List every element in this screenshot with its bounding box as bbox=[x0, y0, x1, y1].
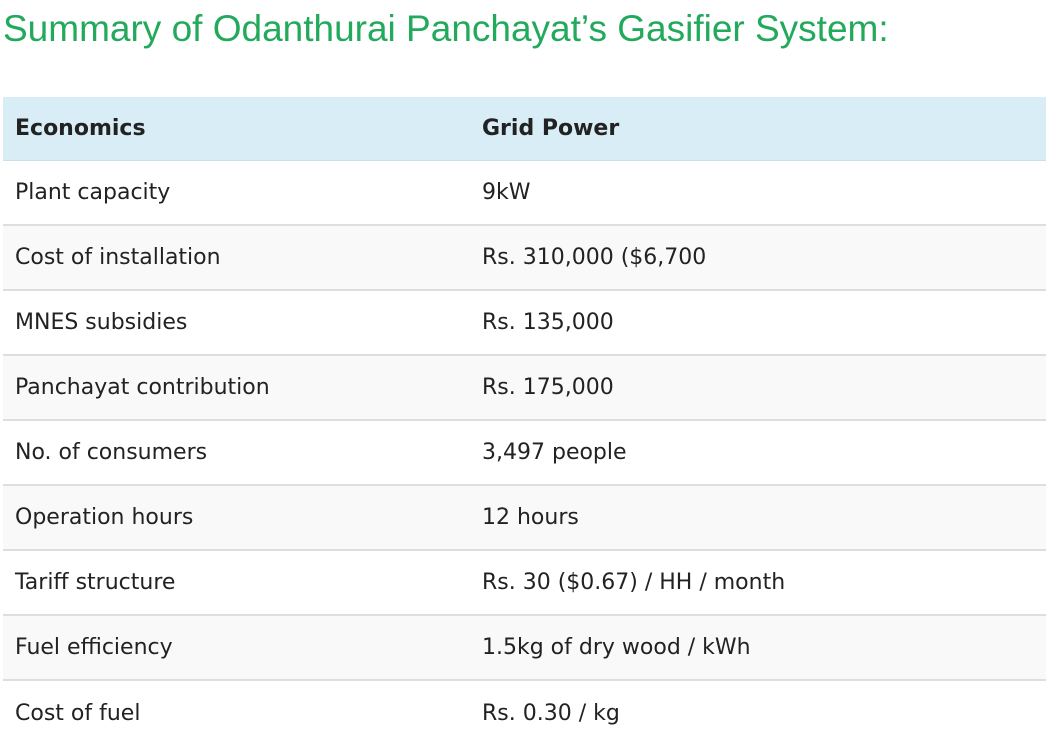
row-value: 1.5kg of dry wood / kWh bbox=[470, 615, 1046, 681]
summary-table: Economics Grid Power Plant capacity 9kW … bbox=[3, 97, 1046, 745]
row-value: Rs. 175,000 bbox=[470, 355, 1046, 421]
row-label: No. of consumers bbox=[3, 420, 470, 486]
row-value: Rs. 0.30 / kg bbox=[470, 680, 1046, 745]
column-header-grid-power: Grid Power bbox=[470, 97, 1046, 161]
table-row: Cost of fuel Rs. 0.30 / kg bbox=[3, 680, 1046, 745]
table-row: Tariff structure Rs. 30 ($0.67) / HH / m… bbox=[3, 550, 1046, 616]
row-value: Rs. 310,000 ($6,700 bbox=[470, 225, 1046, 291]
table-row: MNES subsidies Rs. 135,000 bbox=[3, 290, 1046, 356]
table-row: Plant capacity 9kW bbox=[3, 160, 1046, 226]
row-label: Tariff structure bbox=[3, 550, 470, 616]
row-value: Rs. 135,000 bbox=[470, 290, 1046, 356]
column-header-economics: Economics bbox=[3, 97, 470, 161]
table-row: Fuel efficiency 1.5kg of dry wood / kWh bbox=[3, 615, 1046, 681]
page-title: Summary of Odanthurai Panchayat’s Gasifi… bbox=[3, 8, 889, 49]
table-row: Operation hours 12 hours bbox=[3, 485, 1046, 551]
row-value: 3,497 people bbox=[470, 420, 1046, 486]
row-value: 12 hours bbox=[470, 485, 1046, 551]
row-label: Cost of fuel bbox=[3, 680, 470, 745]
row-label: Panchayat contribution bbox=[3, 355, 470, 421]
row-label: MNES subsidies bbox=[3, 290, 470, 356]
table-row: Panchayat contribution Rs. 175,000 bbox=[3, 355, 1046, 421]
table-header-row: Economics Grid Power bbox=[3, 97, 1046, 161]
table-row: No. of consumers 3,497 people bbox=[3, 420, 1046, 486]
row-label: Cost of installation bbox=[3, 225, 470, 291]
table-row: Cost of installation Rs. 310,000 ($6,700 bbox=[3, 225, 1046, 291]
row-value: 9kW bbox=[470, 160, 1046, 226]
row-value: Rs. 30 ($0.67) / HH / month bbox=[470, 550, 1046, 616]
row-label: Plant capacity bbox=[3, 160, 470, 226]
row-label: Operation hours bbox=[3, 485, 470, 551]
row-label: Fuel efficiency bbox=[3, 615, 470, 681]
